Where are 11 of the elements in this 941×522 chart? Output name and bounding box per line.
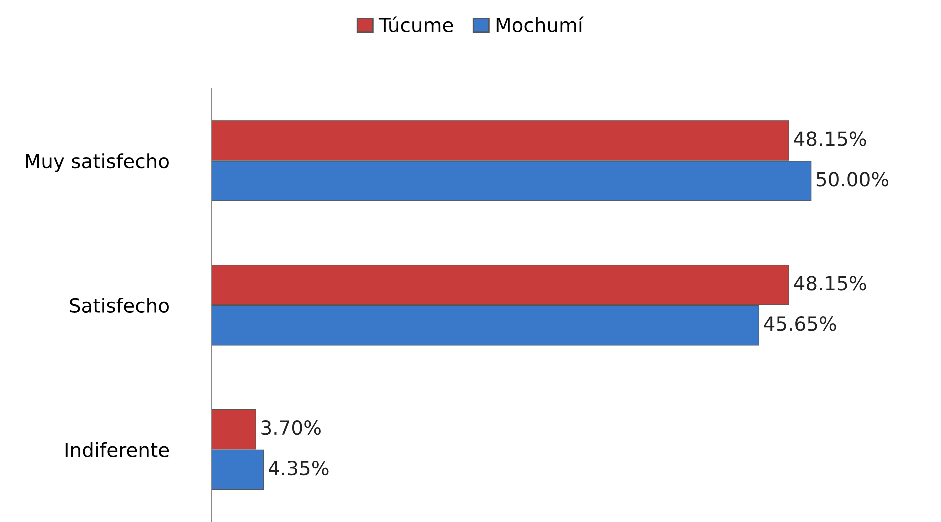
data-label: 50.00% — [816, 172, 889, 187]
legend-label: Mochumí — [496, 16, 584, 33]
y-tick-label: Indiferente — [66, 442, 170, 458]
data-label: 45.65% — [764, 316, 836, 332]
data-label: 48.15% — [794, 132, 866, 146]
data-label: 4.35% — [269, 460, 329, 476]
data-label: 48.15% — [794, 276, 866, 291]
y-tick-label: Muy satisfecho — [26, 154, 169, 172]
data-label: 3.70% — [262, 420, 321, 436]
legend-label: Túcume — [378, 16, 454, 33]
y-tick-label: Satisfecho — [70, 298, 169, 314]
